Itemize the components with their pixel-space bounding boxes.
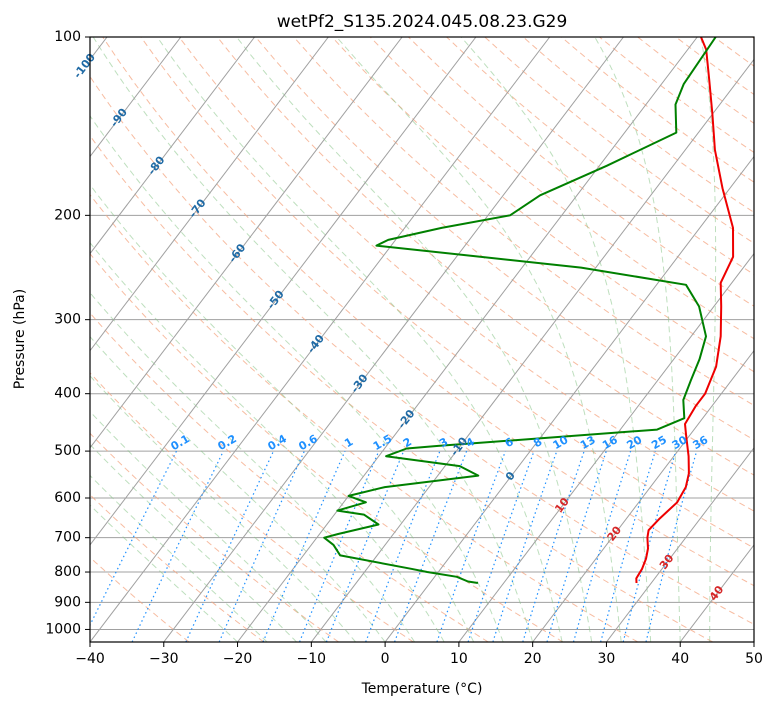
isotherm-line	[164, 37, 624, 642]
isotherm-label: -70	[186, 196, 209, 220]
mixing-ratio-line	[547, 451, 606, 642]
x-tick-label: 30	[598, 651, 616, 667]
isotherm-label: -60	[226, 241, 249, 265]
dry-adiabat	[141, 37, 775, 642]
moist-adiabat	[337, 37, 622, 642]
mixing-ratio-label: 20	[624, 433, 644, 452]
y-tick-label: 200	[54, 207, 81, 223]
y-tick-label: 300	[54, 312, 81, 328]
dry-adiabat	[103, 37, 775, 642]
x-tick-label: 50	[745, 651, 763, 667]
dry-adiabat	[676, 37, 775, 642]
mixing-ratio-label: 1	[342, 435, 355, 450]
isotherm-line	[0, 37, 255, 642]
mixing-ratio-label: 25	[649, 433, 669, 452]
isotherm-line	[754, 37, 775, 642]
x-tick-label: −10	[297, 651, 327, 667]
moist-adiabat	[0, 166, 238, 642]
isotherm-label: 30	[657, 552, 677, 572]
y-tick-label: 700	[54, 530, 81, 546]
in-plot-labels: -100-90-80-70-60-50-40-30-20-10010203040…	[71, 51, 727, 604]
moist-adiabat	[157, 37, 562, 642]
mixing-ratio-line	[646, 451, 697, 642]
mixing-ratio-line	[326, 451, 403, 642]
isotherm-label: 0	[503, 469, 518, 483]
dry-adiabat	[0, 37, 413, 642]
isotherm-label: -40	[305, 332, 328, 356]
dry-adiabat	[0, 37, 488, 642]
mixing-ratio-label: 0.4	[266, 432, 290, 453]
isotherm-label: -20	[395, 407, 418, 431]
y-tick-label: 1000	[45, 621, 81, 637]
dry-adiabat	[561, 37, 775, 642]
dry-adiabat	[65, 37, 775, 642]
mixing-ratio-label: 0.6	[296, 432, 320, 453]
moist-adiabat	[0, 114, 326, 642]
y-tick-label: 500	[54, 443, 81, 459]
temperature-profile-line	[636, 37, 733, 583]
mixing-ratio-label: 16	[600, 433, 620, 452]
moist-adiabat	[41, 37, 503, 642]
isotherm-line	[385, 37, 775, 642]
isotherm-line	[680, 37, 775, 642]
chart-title: wetPf2_S135.2024.045.08.23.G29	[277, 12, 568, 32]
mixing-ratio-line	[493, 451, 557, 642]
isotherm-label: -30	[348, 371, 371, 395]
isotherm-label: -100	[71, 51, 98, 81]
isotherm-line	[238, 37, 698, 642]
isotherm-label: -50	[264, 288, 287, 312]
mixing-ratio-label: 0.1	[169, 432, 192, 453]
dry-adiabat	[0, 37, 189, 642]
mixing-ratio-label: 3	[437, 435, 450, 450]
y-tick-label: 900	[54, 594, 81, 610]
moist-adiabat	[595, 37, 680, 642]
isotherm-line	[0, 37, 328, 642]
isotherm-label: 20	[605, 523, 625, 543]
moist-adiabat	[0, 50, 415, 642]
mixing-ratio-line	[395, 451, 467, 642]
isotherm-label: -90	[108, 106, 131, 130]
moist-adiabat	[0, 150, 267, 642]
mixing-ratio-label: 36	[691, 433, 711, 452]
mixing-ratio-line	[623, 451, 676, 642]
x-tick-label: −20	[223, 651, 253, 667]
y-tick-label: 400	[54, 386, 81, 402]
dry-adiabat	[0, 37, 563, 642]
moist-adiabat	[0, 37, 444, 642]
x-tick-label: 40	[671, 651, 689, 667]
isotherm-line	[16, 37, 476, 642]
isotherm-line	[459, 37, 775, 642]
x-tick-label: 0	[381, 651, 390, 667]
y-tick-label: 100	[54, 29, 81, 45]
moist-adiabat	[0, 37, 474, 642]
dry-adiabat	[714, 37, 775, 642]
dry-adiabat	[752, 37, 775, 642]
x-tick-label: −40	[75, 651, 105, 667]
x-tick-label: 20	[524, 651, 542, 667]
y-tick-label: 800	[54, 564, 81, 580]
isotherm-label: -80	[145, 153, 168, 177]
mixing-ratio-label: 6	[503, 435, 516, 450]
y-tick-label: 600	[54, 490, 81, 506]
x-tick-label: −30	[149, 651, 179, 667]
dry-adiabat	[179, 37, 775, 642]
mixing-ratio-line	[366, 451, 440, 642]
dry-adiabat	[332, 37, 775, 642]
x-axis-label: Temperature (°C)	[361, 681, 483, 697]
x-tick-label: 10	[450, 651, 468, 667]
dry-adiabat	[447, 37, 775, 642]
y-axis-label: Pressure (hPa)	[12, 289, 28, 389]
isotherm-line	[533, 37, 775, 642]
